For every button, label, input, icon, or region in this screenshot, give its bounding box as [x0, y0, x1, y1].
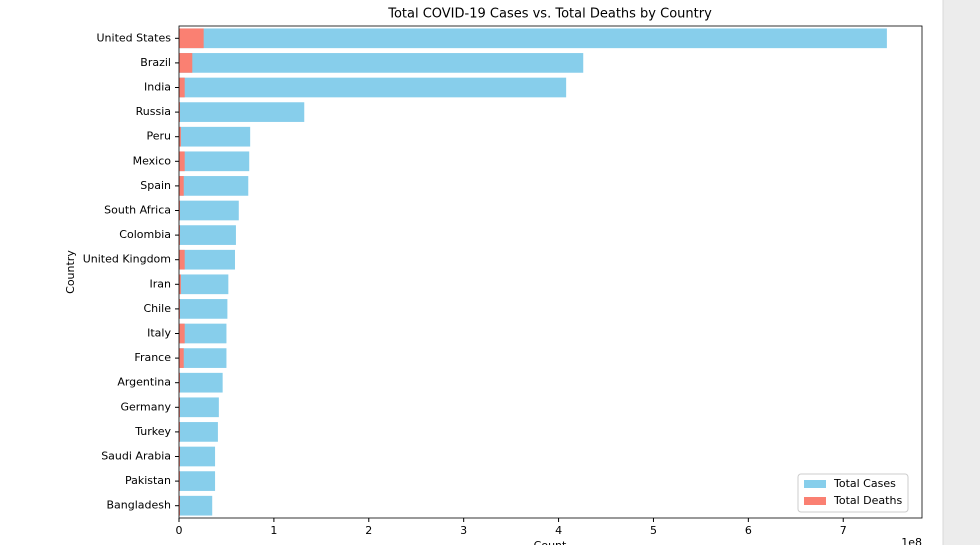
bar [179, 200, 239, 221]
y-tick-label: Turkey [134, 425, 171, 438]
y-tick-label: Colombia [119, 228, 171, 241]
x-tick-label: 7 [840, 524, 847, 537]
bar [179, 102, 180, 122]
legend-label: Total Cases [833, 477, 896, 490]
y-tick-label: South Africa [104, 204, 171, 217]
legend-label: Total Deaths [833, 494, 902, 507]
scrollbar-area [943, 0, 980, 545]
bar [179, 372, 180, 393]
y-tick-label: Iran [150, 277, 172, 290]
bar [179, 126, 251, 147]
chart-title: Total COVID-19 Cases vs. Total Deaths by… [387, 7, 712, 22]
x-tick-label: 0 [176, 524, 183, 537]
x-tick-label: 6 [745, 524, 752, 537]
bar [179, 28, 887, 49]
bar [179, 422, 218, 442]
bar [179, 176, 249, 196]
y-tick-label: Pakistan [125, 474, 171, 487]
y-tick-label: Argentina [117, 376, 171, 389]
legend-swatch [804, 480, 826, 488]
bar [179, 151, 250, 172]
bar [179, 348, 227, 368]
y-tick-label: France [134, 351, 171, 364]
x-tick-label: 2 [365, 524, 372, 537]
y-tick-label: United States [97, 31, 172, 44]
x-tick-label: 1 [270, 524, 277, 537]
bar [179, 348, 184, 368]
legend-swatch [804, 497, 826, 505]
bar [179, 495, 180, 516]
y-axis-label: Country [64, 250, 77, 294]
bar [179, 397, 219, 418]
bar [179, 102, 305, 122]
bar [179, 53, 584, 73]
bar [179, 28, 204, 49]
x-axis-label: Count [534, 539, 567, 545]
x-tick-label: 3 [460, 524, 467, 537]
bar [179, 200, 180, 221]
x-tick-label: 5 [650, 524, 657, 537]
y-tick-label: Spain [140, 179, 171, 192]
y-tick-label: Saudi Arabia [101, 450, 171, 463]
y-tick-label: Brazil [140, 56, 171, 69]
bar [179, 274, 181, 295]
bar [179, 225, 180, 245]
bar [179, 397, 180, 418]
bar [179, 323, 185, 344]
bar [179, 249, 235, 270]
bar [179, 299, 228, 319]
bar [179, 77, 185, 98]
x-tick-label: 4 [555, 524, 562, 537]
bar [179, 495, 213, 516]
bar [179, 422, 180, 442]
bar [179, 471, 180, 491]
bar [179, 249, 185, 270]
bar [179, 299, 180, 319]
bar [179, 446, 180, 467]
plot-frame [178, 25, 923, 519]
y-tick-label: United Kingdom [83, 253, 171, 266]
y-tick-label: Mexico [133, 154, 172, 167]
bar [179, 126, 181, 147]
y-tick-label: Italy [147, 327, 171, 340]
y-tick-label: Peru [146, 130, 171, 143]
bar [179, 274, 229, 295]
bar [179, 225, 236, 245]
bar [179, 372, 223, 393]
bar [179, 446, 216, 467]
bar [179, 323, 227, 344]
y-tick-label: Bangladesh [107, 499, 172, 512]
y-tick-label: Russia [136, 105, 171, 118]
bar [179, 77, 567, 98]
bar [179, 53, 193, 73]
bar [179, 471, 216, 491]
y-tick-label: Germany [120, 400, 171, 413]
bar [179, 151, 185, 172]
y-tick-label: India [144, 81, 171, 94]
x-offset-label: 1e8 [901, 536, 922, 545]
bar [179, 176, 184, 196]
y-tick-label: Chile [143, 302, 171, 315]
